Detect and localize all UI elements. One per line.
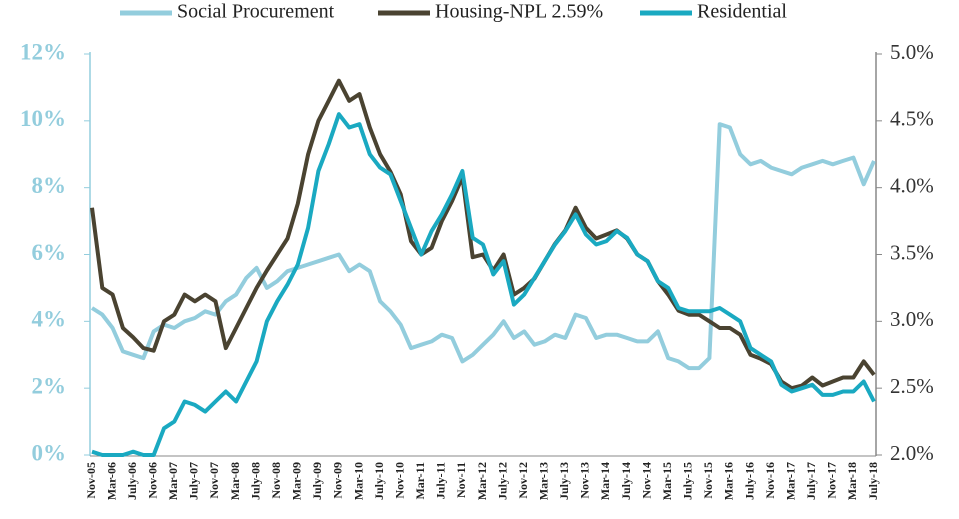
x-tick-label: July-07 bbox=[187, 462, 201, 500]
series-line bbox=[90, 78, 876, 391]
y2-tick-label: 3.0% bbox=[890, 307, 934, 331]
x-tick-label: Mar-14 bbox=[598, 462, 612, 500]
x-tick-label: Mar-17 bbox=[783, 462, 797, 500]
x-tick-label: Nov-05 bbox=[84, 462, 98, 499]
x-tick-label: July-09 bbox=[310, 462, 324, 500]
series-line bbox=[91, 112, 876, 457]
x-tick-label: Nov-07 bbox=[207, 462, 221, 499]
x-tick-label: Nov-12 bbox=[516, 462, 530, 499]
x-tick-label: July-10 bbox=[372, 462, 386, 500]
x-tick-label: Mar-09 bbox=[290, 462, 304, 500]
y-tick-label: 0% bbox=[32, 440, 67, 465]
y2-tick-label: 2.5% bbox=[890, 374, 934, 398]
x-tick-label: Mar-10 bbox=[351, 462, 365, 500]
x-tick-label: July-16 bbox=[742, 462, 756, 500]
x-tick-label: July-17 bbox=[804, 462, 818, 500]
x-tick-label: July-11 bbox=[434, 462, 448, 499]
x-tick-label: July-08 bbox=[248, 462, 262, 500]
y-tick-label: 10% bbox=[20, 106, 66, 131]
x-tick-label: Mar-12 bbox=[475, 462, 489, 500]
x-tick-label: Nov-13 bbox=[578, 462, 592, 499]
legend-label: Housing-NPL 2.59% bbox=[435, 1, 603, 23]
x-tick-label: Mar-18 bbox=[845, 462, 859, 500]
x-tick-label: Nov-14 bbox=[639, 462, 653, 499]
y-tick-label: 8% bbox=[32, 173, 67, 198]
x-tick-label: Mar-07 bbox=[166, 462, 180, 500]
y-tick-label: 2% bbox=[32, 373, 67, 398]
legend-label: Residential bbox=[697, 1, 787, 23]
y2-tick-label: 2.0% bbox=[890, 441, 934, 465]
y2-tick-label: 4.0% bbox=[890, 173, 934, 197]
y-tick-label: 4% bbox=[32, 307, 67, 332]
y2-tick-label: 4.5% bbox=[890, 107, 934, 131]
x-tick-label: Nov-08 bbox=[269, 462, 283, 499]
x-tick-label: Nov-17 bbox=[825, 462, 839, 499]
x-tick-label: Nov-11 bbox=[454, 462, 468, 498]
y2-tick-label: 5.0% bbox=[890, 40, 934, 64]
y2-tick-label: 3.5% bbox=[890, 240, 934, 264]
x-tick-label: Mar-08 bbox=[228, 462, 242, 500]
x-tick-label: Nov-16 bbox=[763, 462, 777, 499]
x-tick-label: Nov-09 bbox=[331, 462, 345, 499]
x-tick-label: Nov-06 bbox=[145, 462, 159, 499]
x-tick-label: Mar-15 bbox=[660, 462, 674, 500]
y-tick-label: 6% bbox=[32, 240, 67, 265]
x-tick-label: July-14 bbox=[619, 462, 633, 500]
x-tick-label: July-13 bbox=[557, 462, 571, 500]
x-tick-label: Nov-10 bbox=[392, 462, 406, 499]
x-tick-label: July-06 bbox=[125, 462, 139, 500]
x-tick-label: July-15 bbox=[681, 462, 695, 500]
y-tick-label: 12% bbox=[20, 39, 66, 64]
x-tick-label: Nov-15 bbox=[701, 462, 715, 499]
x-tick-label: Mar-16 bbox=[722, 462, 736, 500]
x-tick-label: Mar-06 bbox=[104, 462, 118, 500]
x-tick-label: July-18 bbox=[866, 462, 880, 500]
legend-label: Social Procurement bbox=[177, 1, 335, 23]
x-tick-label: July-12 bbox=[495, 462, 509, 500]
series-line bbox=[90, 122, 876, 371]
x-tick-label: Mar-11 bbox=[413, 462, 427, 500]
x-tick-label: Mar-13 bbox=[536, 462, 550, 500]
